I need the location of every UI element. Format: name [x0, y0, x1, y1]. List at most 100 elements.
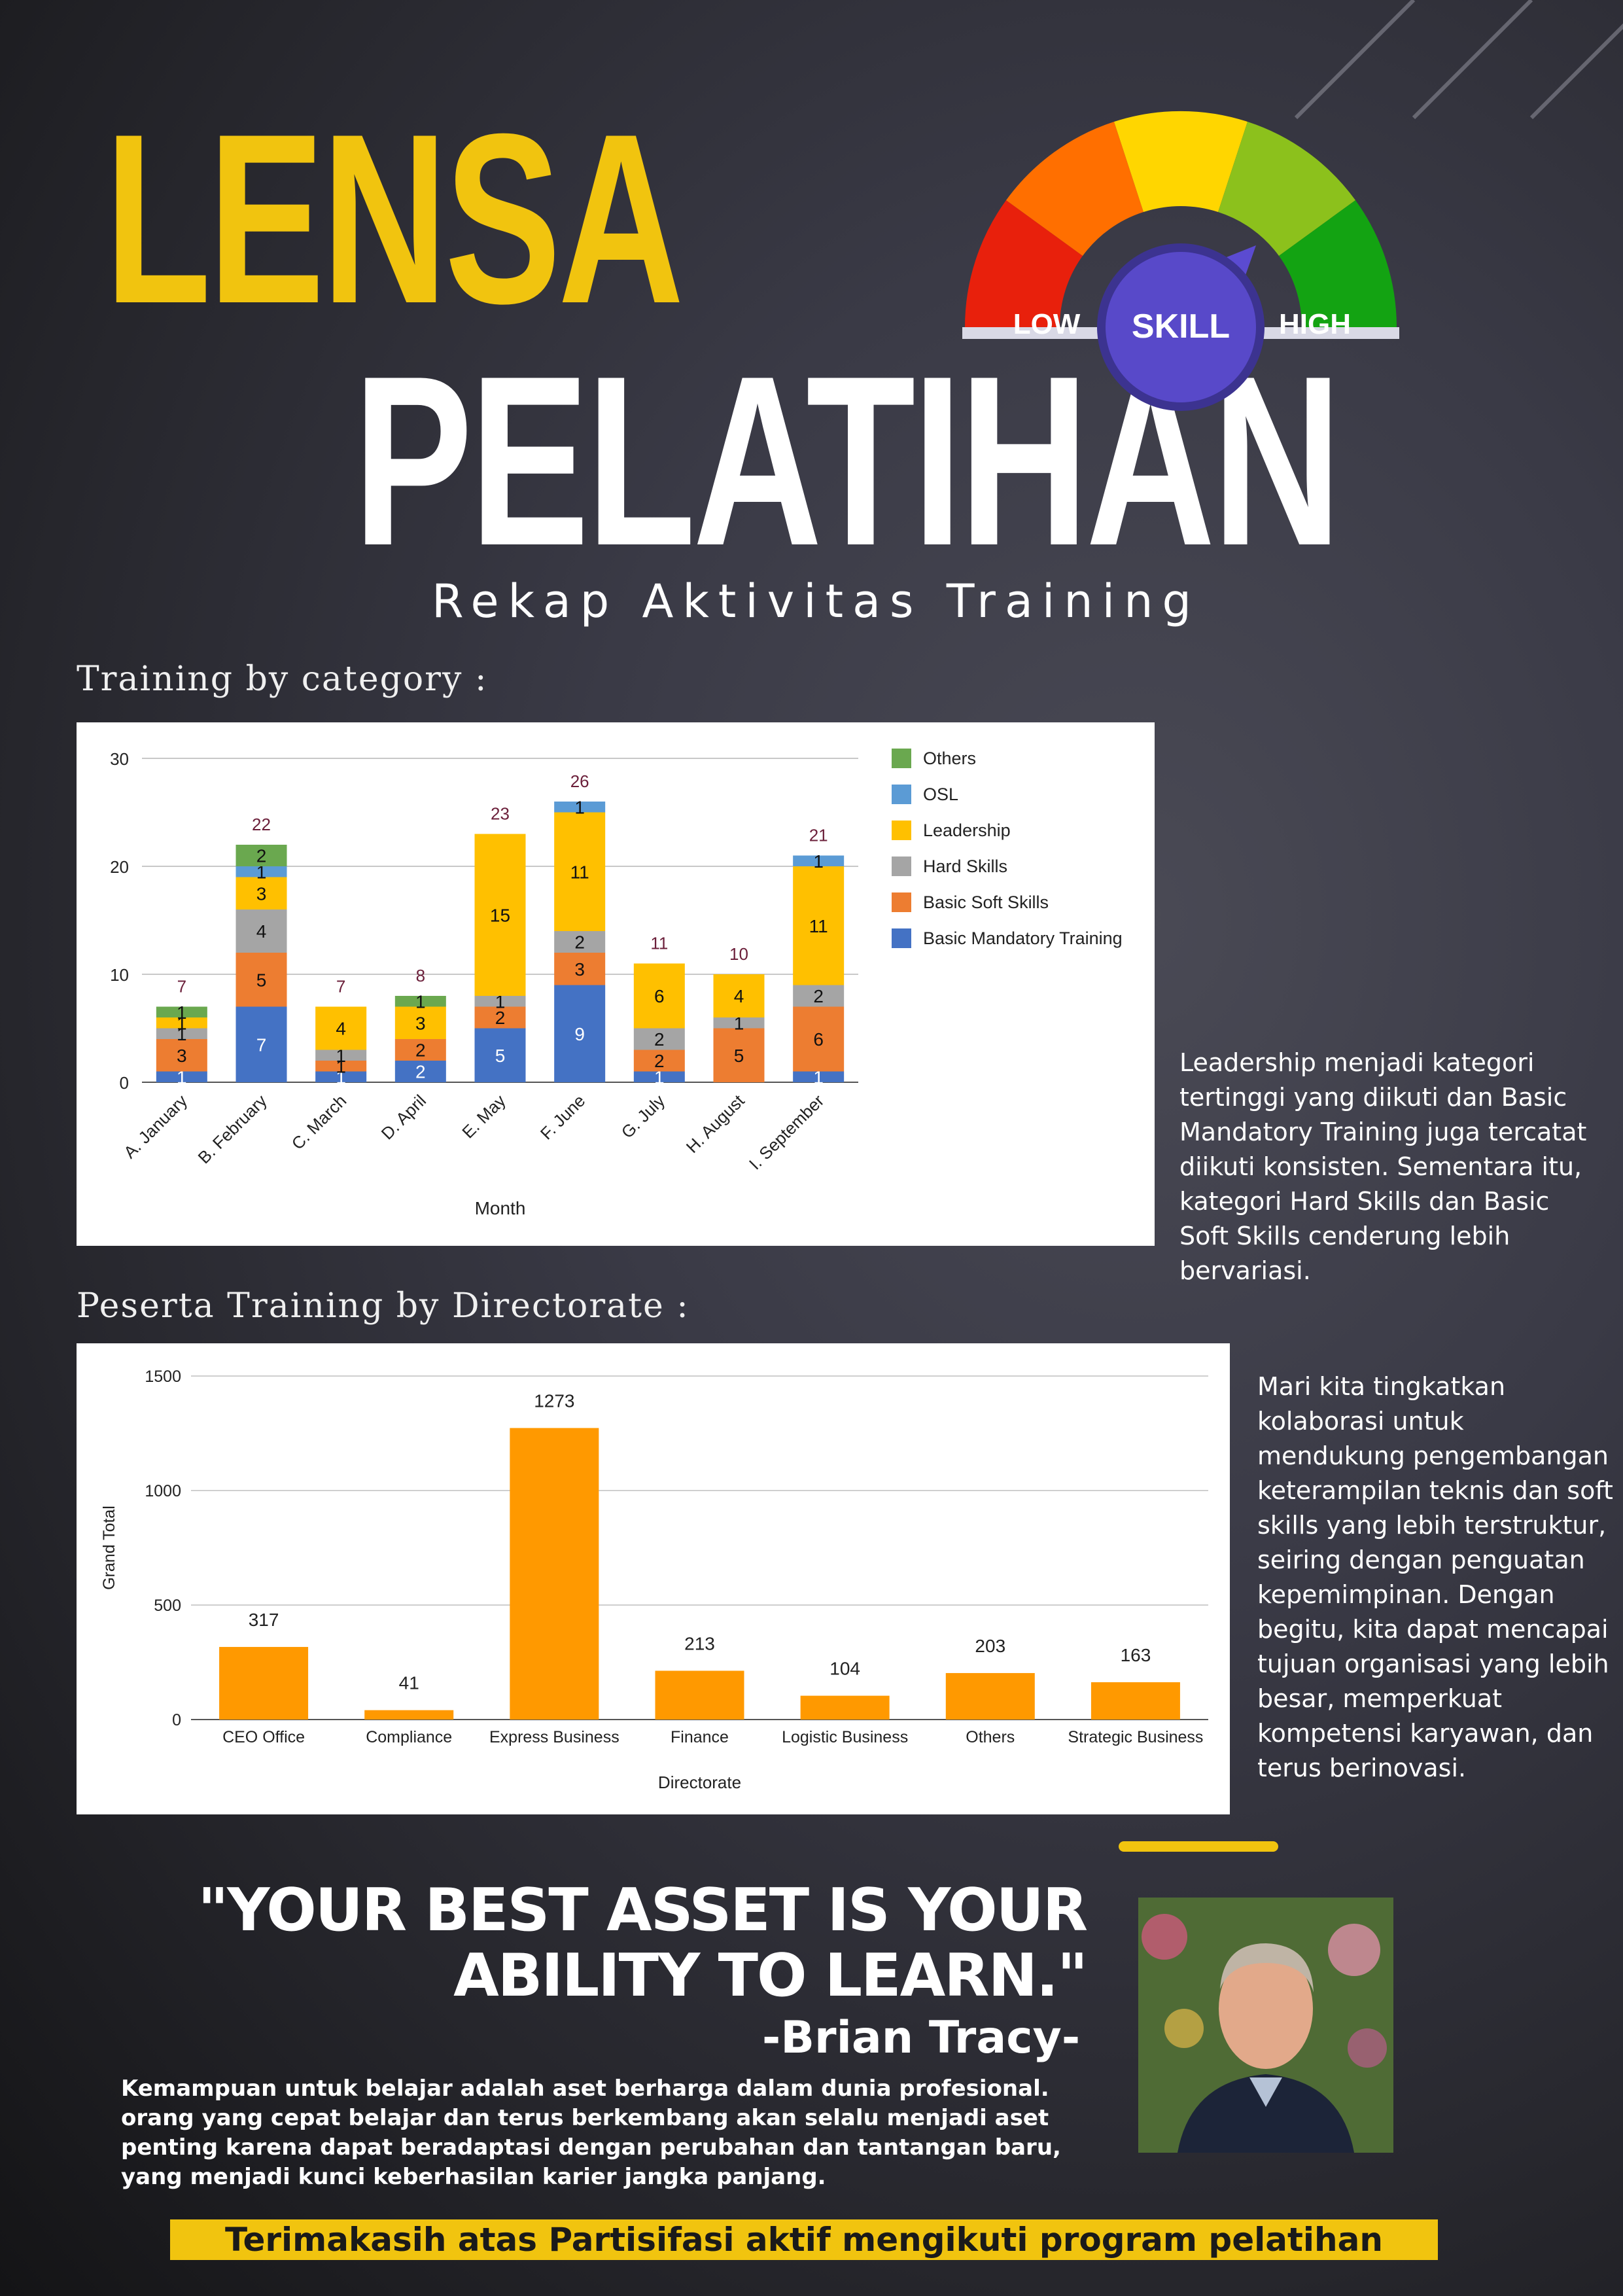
bar-segment	[315, 1061, 367, 1072]
data-label: 1	[813, 851, 824, 872]
bar	[219, 1647, 309, 1720]
quote-description: Kemampuan untuk belajar adalah aset berh…	[121, 2075, 1061, 2190]
data-label: 104	[829, 1659, 860, 1679]
gauge-segment-lime	[1218, 122, 1355, 256]
data-label: 1	[813, 1067, 824, 1087]
data-label: 3	[177, 1046, 187, 1066]
bar-segment	[554, 802, 606, 813]
data-label: 9	[574, 1024, 585, 1044]
directorate-chart: 0 500 1000 1500 317 CEO Office 41 Compliance 127…	[100, 1368, 1208, 1792]
total-label: 26	[570, 771, 589, 791]
data-label: 7	[256, 1034, 267, 1055]
bar-segment	[236, 1006, 287, 1082]
data-label: 203	[975, 1636, 1005, 1656]
bar-segment	[236, 845, 287, 866]
data-label: 5	[734, 1046, 744, 1066]
x-tick-label: Strategic Business	[1068, 1728, 1203, 1746]
bar-segment	[554, 931, 606, 953]
bar-segment	[793, 985, 845, 1007]
bar-segment	[554, 953, 606, 985]
y-tick-label: 0	[172, 1711, 181, 1729]
data-label: 1	[495, 991, 506, 1012]
bar-segment	[633, 1071, 685, 1082]
gauge-skill-label: SKILL	[1132, 308, 1230, 345]
bar-segment	[236, 866, 287, 877]
data-label: 1	[336, 1056, 346, 1076]
directorate-chart-panel: 0 500 1000 1500 317 CEO Office 41 Compliance 127…	[77, 1343, 1230, 1814]
data-label: 4	[256, 921, 267, 942]
data-label: 1	[734, 1013, 744, 1033]
data-label: 5	[495, 1046, 506, 1066]
bar	[364, 1710, 454, 1720]
legend-label: Hard Skills	[923, 857, 1007, 876]
footer-banner: Terimakasih atas Partisifasi aktif mengi…	[170, 2219, 1438, 2260]
x-tick-label: H. August	[682, 1090, 748, 1156]
bar-segment	[554, 812, 606, 931]
bar-segment	[793, 1071, 845, 1082]
data-label: 1	[177, 1067, 187, 1087]
data-label: 1	[336, 1067, 346, 1087]
bar-segment	[633, 1028, 685, 1050]
legend-label: Leadership	[923, 821, 1011, 840]
legend-swatch	[892, 857, 911, 876]
x-tick-label: C. March	[288, 1091, 351, 1154]
bar-segment	[236, 910, 287, 953]
data-label: 1	[256, 862, 267, 882]
data-label: 317	[249, 1610, 279, 1630]
x-tick-label: CEO Office	[222, 1728, 305, 1746]
bar-segment	[236, 877, 287, 910]
legend-swatch	[892, 892, 911, 912]
data-label: 4	[734, 986, 744, 1006]
total-label: 8	[416, 966, 425, 985]
bar	[655, 1670, 744, 1720]
data-label: 2	[495, 1008, 506, 1028]
bar-segment	[713, 1017, 765, 1029]
y-tick-label: 10	[110, 965, 129, 985]
data-label: 1	[177, 1002, 187, 1023]
data-label: 3	[256, 883, 267, 904]
x-tick-label: Finance	[671, 1728, 729, 1746]
data-label: 5	[256, 970, 267, 990]
x-axis-label: Directorate	[658, 1773, 741, 1792]
bar-segment	[236, 953, 287, 1007]
decorative-lines	[1294, 0, 1623, 120]
bar-segment	[394, 996, 446, 1007]
total-label: 7	[177, 977, 186, 997]
bar	[800, 1695, 890, 1720]
y-tick-label: 500	[154, 1597, 181, 1615]
x-tick-label: G. July	[618, 1091, 669, 1142]
legend-label: Others	[923, 749, 976, 768]
data-label: 2	[574, 932, 585, 953]
gauge-high-label: HIGH	[1279, 308, 1351, 340]
data-label: 6	[654, 986, 665, 1006]
category-chart-panel: 0 10 20 30 1 3 1 1 1 7 A. January 7 5 4 3 1 2 22 B. Februa…	[77, 722, 1155, 1246]
data-label: 2	[256, 846, 267, 866]
accent-bar	[1119, 1841, 1278, 1852]
data-label: 2	[654, 1029, 665, 1050]
bar-segment	[315, 1006, 367, 1050]
bar	[945, 1672, 1035, 1720]
bar-segment	[474, 1028, 526, 1082]
bar-segment	[394, 1006, 446, 1039]
x-tick-label: Logistic Business	[782, 1728, 908, 1746]
gauge-segment-red	[965, 200, 1083, 327]
page-subtitle: Rekap Aktivitas Training	[432, 574, 1200, 628]
category-note: Leadership menjadi kategori tertinggi ya…	[1179, 1048, 1587, 1285]
bar-segment	[156, 1071, 207, 1082]
bar-segment	[633, 963, 685, 1029]
x-tick-label: B. February	[194, 1091, 270, 1167]
bar-segment	[633, 1050, 685, 1072]
data-label: 4	[336, 1019, 346, 1039]
data-label: 1	[177, 1013, 187, 1033]
section-heading-directorate: Peserta Training by Directorate :	[77, 1286, 689, 1326]
x-tick-label: A. January	[120, 1091, 191, 1162]
bar-segment	[156, 1017, 207, 1029]
legend-label: OSL	[923, 785, 958, 804]
x-tick-label: I. September	[745, 1091, 828, 1174]
legend-swatch	[892, 821, 911, 840]
x-tick-label: E. May	[458, 1091, 509, 1142]
y-tick-label: 1000	[145, 1482, 181, 1500]
data-label: 1	[336, 1046, 346, 1066]
gauge-low-label: LOW	[1013, 308, 1081, 340]
x-axis-label: Month	[475, 1198, 526, 1218]
